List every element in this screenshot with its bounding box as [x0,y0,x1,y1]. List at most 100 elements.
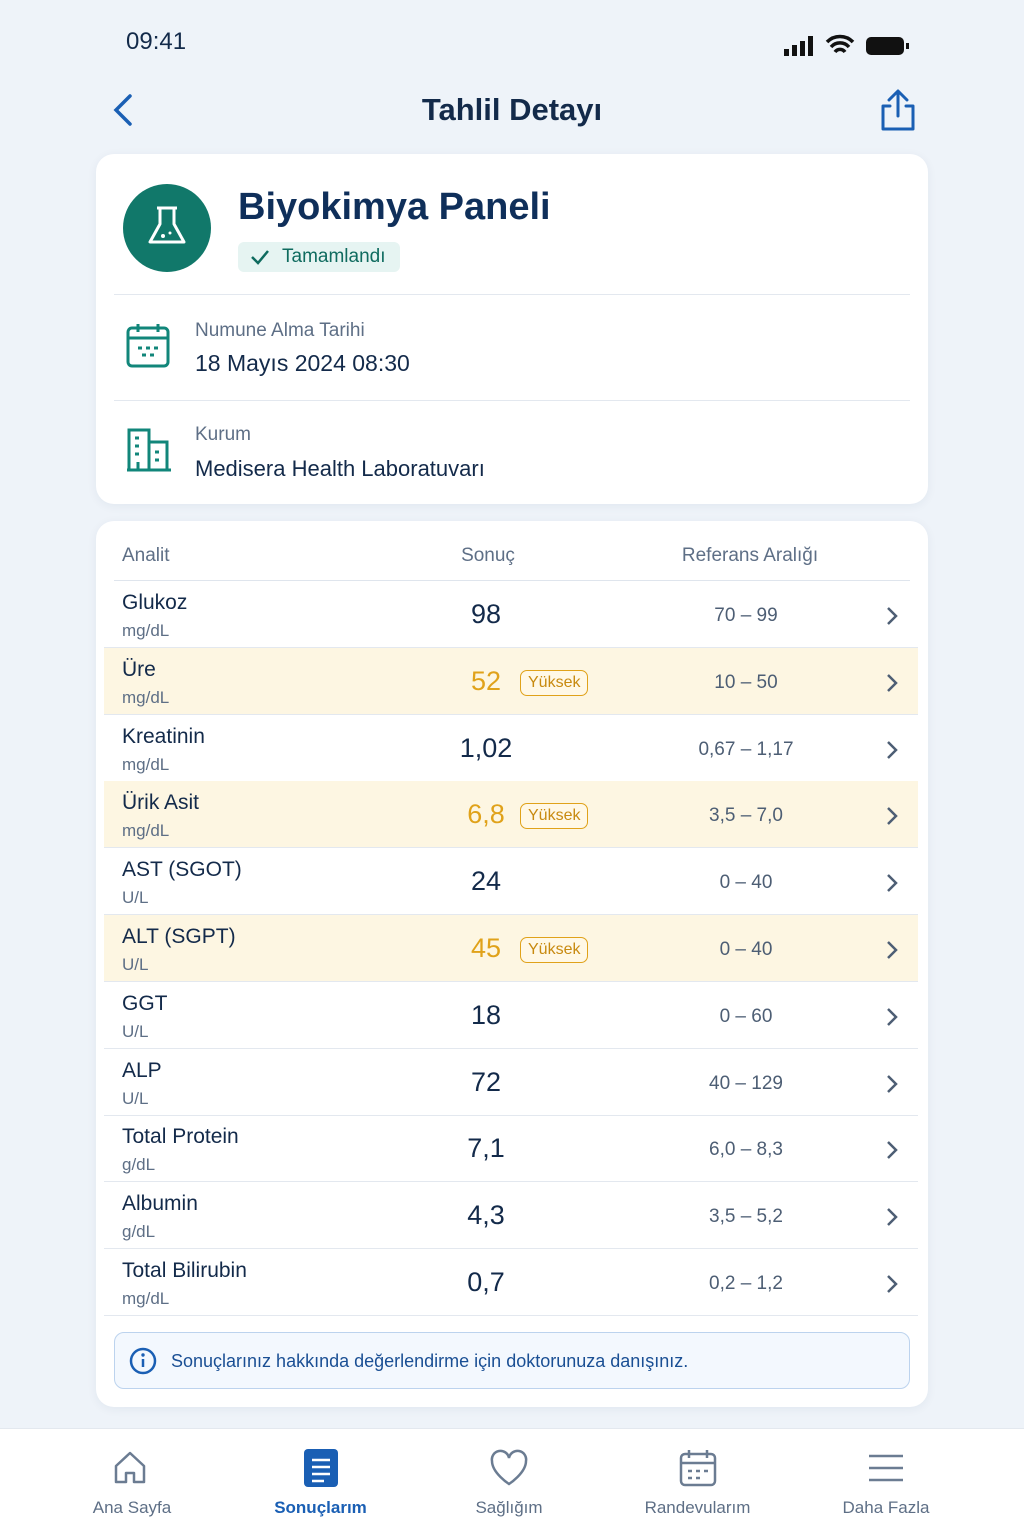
result-row[interactable]: Ürik Asit mg/dL 6,8 Yüksek 3,5 – 7,0 [104,781,918,849]
panel-card: Biyokimya Paneli Tamamlandı Numune Alma … [96,154,928,504]
result-value: 52 [470,665,502,696]
status-badge: Tamamlandı [238,242,400,272]
result-row[interactable]: ALP U/L 72 40 – 129 [104,1049,918,1116]
nav-item[interactable]: Randevularım [596,1430,800,1536]
reference-range: 0,2 – 1,2 [709,1273,783,1294]
notice-text: Sonuçlarınız hakkında değerlendirme için… [171,1351,689,1371]
status-time: 09:41 [126,28,187,55]
divider [114,580,910,581]
notice: Sonuçlarınız hakkında değerlendirme için… [114,1332,910,1389]
result-value: 4,3 [467,1200,505,1231]
analyte-unit: g/dL [122,1155,156,1175]
field-label: Kurum [195,424,251,445]
building-icon [127,428,171,472]
nav-label: Randevularım [644,1498,751,1517]
analyte-name: Kreatinin [122,724,205,748]
analyte-name: Üre [122,657,156,681]
column-header: Analit [122,545,170,566]
result-value: 6,8 [467,799,505,830]
analyte-name: AST (SGOT) [122,858,242,882]
result-row[interactable]: Glukoz mg/dL 98 70 – 99 [104,581,918,648]
chevron [884,1206,900,1233]
result-row[interactable]: Kreatinin mg/dL 1,02 0,67 – 1,17 [104,715,918,782]
field-value: 18 Mayıs 2024 08:30 [195,350,410,376]
analyte-name: ALP [122,1058,162,1082]
nav-item[interactable]: Sağlığım [407,1430,611,1536]
chevron [884,605,900,632]
result-value: 45 [470,933,502,963]
analyte-unit: mg/dL [122,821,170,841]
chevron [884,1273,900,1300]
result-value: 1,02 [459,732,513,763]
chevron [884,1073,900,1100]
nav-label: Sağlığım [475,1498,543,1517]
reference-range: 0 – 40 [719,872,773,894]
analyte-name: Albumin [122,1192,198,1216]
nav-item[interactable]: Sonuçlarım [219,1430,423,1536]
result-row[interactable]: ALT (SGPT) U/L 45 Yüksek 0 – 40 [104,915,918,982]
high-badge: Yüksek [520,937,589,963]
result-row[interactable]: Albumin g/dL 4,3 3,5 – 5,2 [104,1182,918,1250]
chevron [884,872,900,899]
reference-range: 10 – 50 [714,671,778,693]
result-row[interactable]: GGT U/L 18 0 – 60 [104,982,918,1049]
analyte-name: GGT [122,991,168,1015]
analyte-unit: g/dL [122,1222,156,1242]
status-text: Tamamlandı [282,246,386,267]
nav-label: Daha Fazla [842,1498,930,1517]
field-value: Medisera Health Laboratuvarı [195,456,485,481]
analyte-unit: U/L [122,888,149,908]
analyte-unit: mg/dL [122,621,170,640]
divider [114,400,910,401]
result-row[interactable]: AST (SGOT) U/L 24 0 – 40 [104,848,918,916]
result-row[interactable]: Üre mg/dL 52 Yüksek 10 – 50 [104,647,918,715]
analyte-name: ALT (SGPT) [122,925,236,948]
reference-range: 0 – 40 [719,939,773,960]
column-header: Sonuç [461,545,515,566]
nav-item[interactable]: Daha Fazla [784,1430,988,1536]
result-value: 98 [470,599,502,629]
reference-range: 6,0 – 8,3 [709,1139,783,1161]
result-value: 18 [470,999,502,1030]
nav-label: Sonuçlarım [274,1498,367,1517]
analyte-unit: U/L [122,955,149,974]
back-button[interactable] [108,92,138,128]
analyte-unit: mg/dL [122,1289,170,1308]
result-value: 0,7 [467,1267,505,1297]
column-header: Referans Aralığı [681,545,819,566]
result-row[interactable]: Total Protein g/dL 7,1 6,0 – 8,3 [104,1115,918,1183]
chevron [884,805,900,832]
reference-range: 3,5 – 5,2 [709,1206,783,1228]
status-icons [784,34,909,56]
header-title: Tahlil Detayı [421,92,603,127]
result-value: 24 [470,866,502,897]
reference-range: 0,67 – 1,17 [698,738,794,760]
reference-range: 70 – 99 [714,605,778,626]
field-label: Numune Alma Tarihi [195,320,365,341]
reference-range: 0 – 60 [719,1005,773,1027]
reference-range: 3,5 – 7,0 [709,805,783,827]
analyte-unit: mg/dL [122,687,170,707]
analyte-unit: U/L [122,1021,149,1041]
analyte-name: Glukoz [122,591,188,614]
analyte-name: Total Bilirubin [122,1259,247,1282]
analyte-name: Ürik Asit [122,791,200,815]
reference-range: 40 – 129 [709,1072,783,1094]
chevron [884,939,900,966]
nav-label: Ana Sayfa [92,1498,172,1517]
nav-item[interactable]: Ana Sayfa [30,1430,234,1536]
share-button[interactable] [878,88,918,132]
result-row[interactable]: Total Bilirubin mg/dL 0,7 0,2 – 1,2 [104,1249,918,1316]
chevron [884,672,900,699]
high-badge: Yüksek [520,803,589,830]
analyte-unit: U/L [122,1088,149,1108]
panel-title: Biyokimya Paneli [238,186,551,228]
chevron [884,739,900,766]
high-badge: Yüksek [520,669,589,696]
results-card: Analit Sonuç Referans Aralığı Sonuçların… [96,521,928,1407]
result-value: 72 [470,1066,502,1097]
analyte-unit: mg/dL [122,754,170,774]
panel-icon [123,184,211,272]
divider [114,294,910,295]
